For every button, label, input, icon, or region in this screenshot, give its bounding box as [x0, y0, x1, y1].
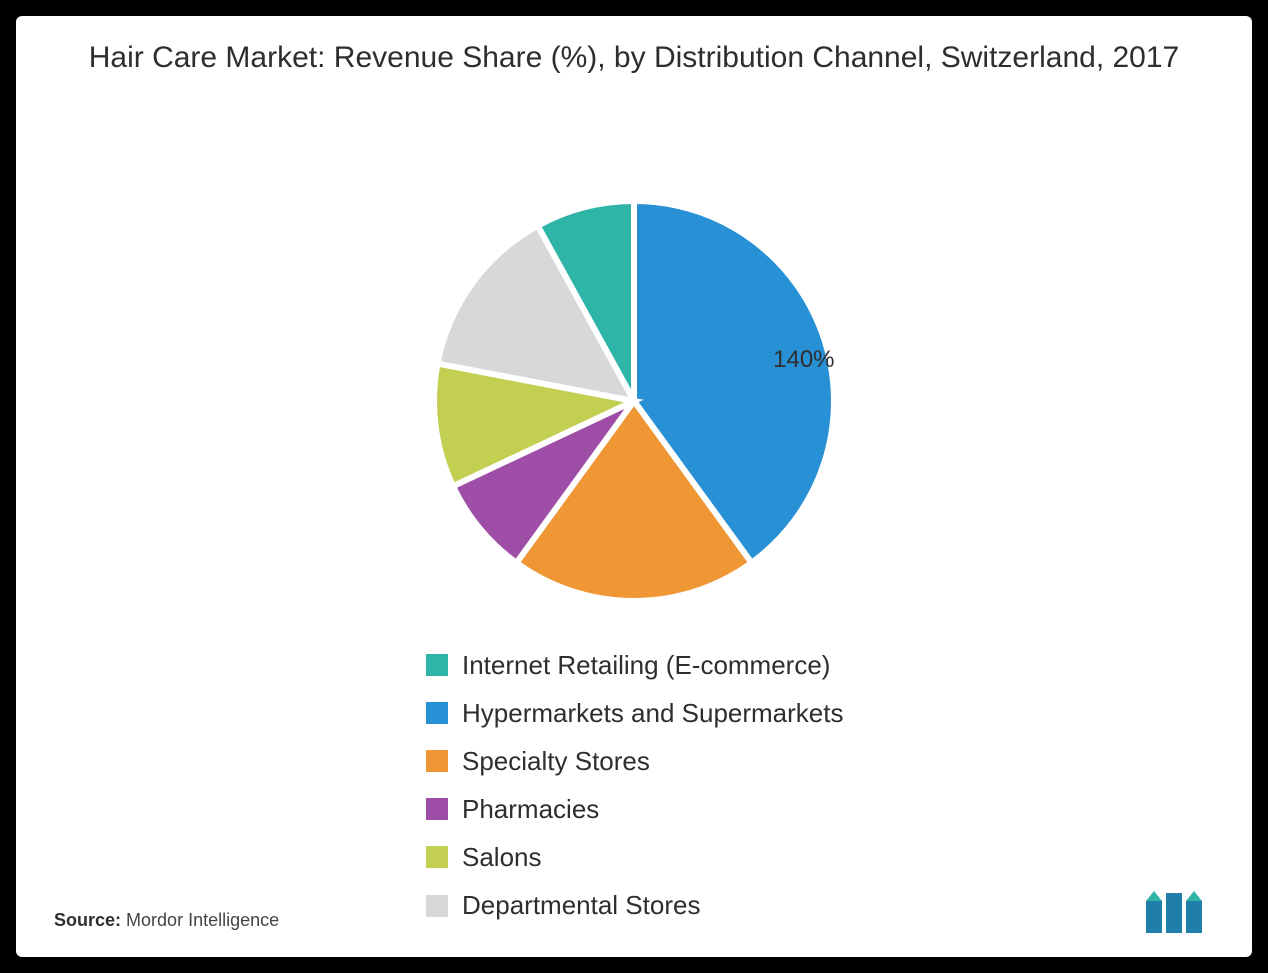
- legend-item: Internet Retailing (E-commerce): [426, 641, 843, 689]
- legend-item: Hypermarkets and Supermarkets: [426, 689, 843, 737]
- chart-panel: Hair Care Market: Revenue Share (%), by …: [16, 16, 1252, 957]
- legend-swatch: [426, 895, 448, 917]
- legend-label: Hypermarkets and Supermarkets: [462, 689, 843, 737]
- source-label: Source:: [54, 910, 121, 930]
- pie-chart: 140%: [414, 181, 854, 621]
- pie-svg: [414, 181, 854, 621]
- legend-item: Specialty Stores: [426, 737, 843, 785]
- legend-item: Pharmacies: [426, 785, 843, 833]
- legend-swatch: [426, 846, 448, 868]
- legend-label: Pharmacies: [462, 785, 599, 833]
- chart-title: Hair Care Market: Revenue Share (%), by …: [16, 38, 1252, 79]
- mordor-logo-icon: [1146, 891, 1218, 933]
- legend-swatch: [426, 702, 448, 724]
- legend-swatch: [426, 654, 448, 676]
- pie-data-label: 140%: [773, 346, 834, 374]
- legend-label: Specialty Stores: [462, 737, 650, 785]
- chart-source: Source: Mordor Intelligence: [54, 910, 279, 931]
- legend-label: Salons: [462, 833, 542, 881]
- legend-item: Salons: [426, 833, 843, 881]
- legend-swatch: [426, 798, 448, 820]
- source-value: Mordor Intelligence: [126, 910, 279, 930]
- legend-label: Departmental Stores: [462, 881, 700, 929]
- page-root: Hair Care Market: Revenue Share (%), by …: [0, 0, 1268, 973]
- legend-label: Internet Retailing (E-commerce): [462, 641, 830, 689]
- chart-legend: Internet Retailing (E-commerce)Hypermark…: [426, 641, 843, 930]
- legend-swatch: [426, 750, 448, 772]
- legend-item: Departmental Stores: [426, 881, 843, 929]
